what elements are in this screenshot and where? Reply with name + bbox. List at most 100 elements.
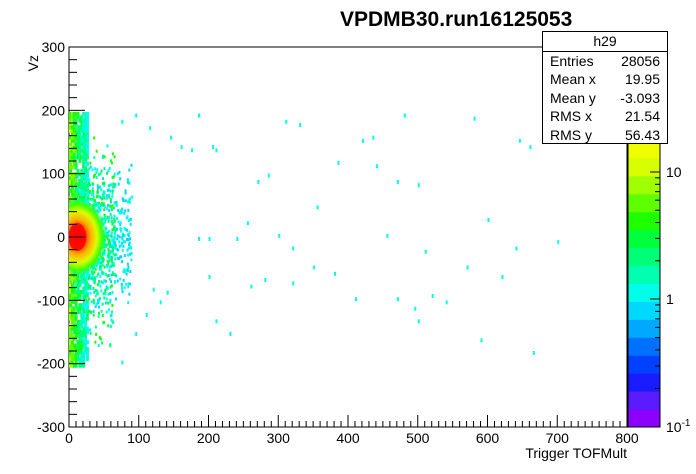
- heatmap-cell: [94, 294, 97, 298]
- heatmap-isolated-cell: [403, 113, 406, 118]
- heatmap-cell: [105, 297, 108, 301]
- heatmap-cell: [128, 181, 131, 185]
- heatmap-cell: [85, 152, 89, 157]
- heatmap-cell: [70, 326, 74, 331]
- heatmap-isolated-cell: [473, 116, 476, 121]
- heatmap-cell: [84, 115, 88, 120]
- heatmap-cell: [85, 111, 89, 116]
- heatmap-isolated-cell: [334, 271, 337, 276]
- heatmap-isolated-cell: [159, 300, 162, 305]
- heatmap-cell: [108, 239, 111, 243]
- heatmap-cell: [121, 233, 124, 237]
- heatmap-cell: [122, 270, 125, 274]
- heatmap-cell: [114, 280, 117, 284]
- heatmap-cell: [76, 326, 80, 331]
- heatmap-cell: [86, 313, 89, 317]
- heatmap-cell: [109, 213, 112, 217]
- heatmap-cell: [84, 118, 88, 123]
- heatmap-cell: [82, 330, 86, 335]
- heatmap-cell: [85, 172, 89, 177]
- heatmap-cell: [70, 320, 74, 325]
- heatmap-cell: [101, 341, 104, 345]
- heatmap-cell: [74, 165, 78, 170]
- heatmap-cell: [101, 260, 104, 264]
- heatmap-cell: [74, 333, 78, 338]
- heatmap-cell: [122, 240, 125, 244]
- heatmap-cell: [72, 343, 76, 348]
- heatmap-isolated-cell: [285, 119, 288, 124]
- heatmap-cell: [119, 255, 122, 259]
- heatmap-cell: [72, 118, 76, 123]
- heatmap-cell: [102, 258, 105, 262]
- heatmap-cell: [97, 298, 100, 302]
- heatmap-cell: [107, 252, 110, 256]
- heatmap-cell: [127, 253, 130, 257]
- heatmap-cell: [82, 303, 86, 308]
- heatmap-cell: [87, 284, 90, 288]
- heatmap-cell: [104, 273, 107, 277]
- heatmap-cell: [117, 182, 120, 186]
- heatmap-cell: [99, 204, 102, 208]
- heatmap-cell: [69, 316, 72, 321]
- heatmap-cell: [124, 189, 127, 193]
- heatmap-cell: [120, 282, 123, 286]
- stats-label: RMS y: [550, 126, 592, 143]
- heatmap-cell: [111, 195, 114, 199]
- heatmap-cell: [94, 201, 97, 205]
- heatmap-cell: [82, 320, 86, 325]
- heatmap-cell: [84, 343, 88, 348]
- heatmap-isolated-cell: [250, 284, 253, 289]
- heatmap-isolated-cell: [515, 246, 518, 251]
- heatmap-cell: [117, 220, 120, 224]
- heatmap-cell: [111, 243, 114, 247]
- heatmap-cell: [124, 199, 127, 203]
- heatmap-cell: [89, 291, 92, 295]
- heatmap-cell: [78, 145, 82, 150]
- heatmap-cell: [69, 182, 72, 187]
- heatmap-cell: [103, 217, 106, 221]
- heatmap-cell: [69, 279, 72, 284]
- heatmap-cell: [124, 240, 127, 244]
- heatmap-cell: [72, 306, 76, 311]
- heatmap-cell: [124, 228, 127, 232]
- heatmap-cell: [70, 192, 74, 197]
- heatmap-cell: [72, 142, 76, 147]
- heatmap-cell: [70, 152, 74, 157]
- heatmap-cell: [70, 296, 74, 301]
- heatmap-cell: [108, 277, 111, 281]
- heatmap-cell: [82, 316, 86, 321]
- heatmap-cell: [84, 158, 87, 162]
- heatmap-cell: [78, 333, 82, 338]
- heatmap-cell: [83, 310, 86, 314]
- heatmap-cell: [123, 226, 126, 230]
- heatmap-cell: [110, 258, 113, 262]
- heatmap-cell: [129, 252, 132, 256]
- heatmap-cell: [82, 189, 86, 194]
- heatmap-cell: [76, 111, 80, 116]
- heatmap-cell: [74, 350, 78, 355]
- heatmap-cell: [93, 301, 96, 305]
- heatmap-cell: [106, 215, 109, 219]
- palette-segment: [628, 283, 660, 302]
- heatmap-cell: [78, 135, 82, 140]
- heatmap-cell: [106, 286, 109, 290]
- heatmap-cell: [76, 145, 80, 150]
- heatmap-cell: [69, 189, 72, 194]
- heatmap-cell: [76, 115, 80, 120]
- heatmap-cell: [72, 145, 76, 150]
- heatmap-cell: [89, 284, 92, 288]
- heatmap-cell: [113, 273, 116, 277]
- stats-row-rms-y: RMS y 56.43: [543, 126, 667, 144]
- heatmap-cell: [80, 336, 84, 341]
- heatmap-cell: [110, 208, 113, 212]
- heatmap-cell: [116, 256, 119, 260]
- heatmap-cell: [95, 332, 98, 336]
- heatmap-cell: [82, 343, 86, 348]
- heatmap-cell: [74, 356, 78, 361]
- heatmap-cell: [101, 263, 104, 267]
- x-tick-label: 100: [127, 430, 151, 446]
- heatmap-cell: [78, 158, 82, 163]
- heatmap-cell: [94, 167, 97, 171]
- heatmap-cell: [80, 138, 84, 143]
- heatmap-cell: [84, 326, 88, 331]
